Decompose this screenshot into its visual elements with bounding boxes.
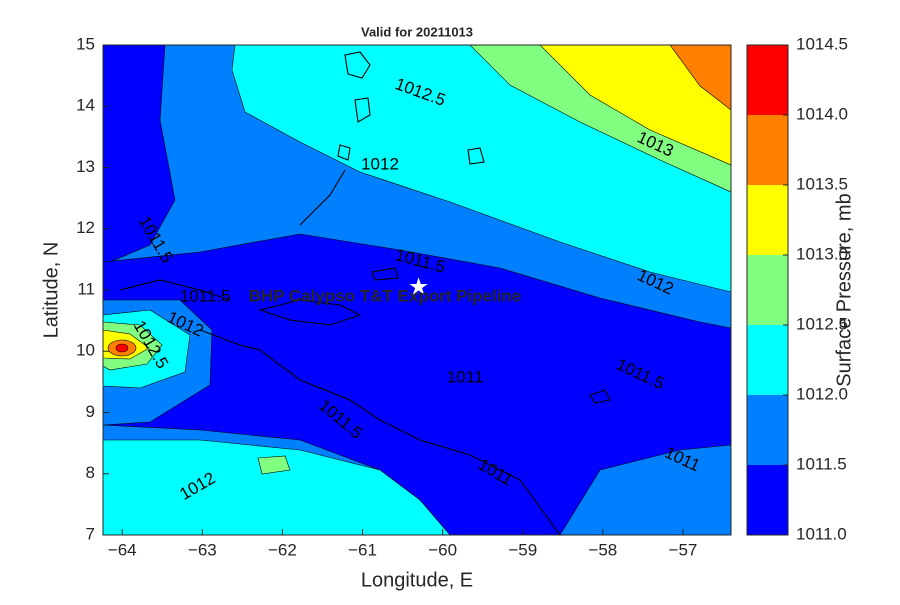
marker-label: BHP Calypso T&T Export Pipeline	[249, 286, 522, 305]
colorbar-box	[746, 44, 789, 536]
site-marker	[409, 277, 428, 295]
colorbar-tick-label: 1011.5	[796, 454, 847, 473]
coastline	[589, 389, 611, 404]
y-tick-label: 13	[76, 157, 95, 176]
pressure-band	[539, 45, 731, 166]
colorbar-tick-label: 1012.5	[796, 314, 848, 333]
coastline	[199, 329, 561, 535]
pressure-band	[115, 343, 129, 353]
pressure-band	[103, 439, 451, 535]
y-tick-label: 7	[86, 524, 95, 543]
coastline	[337, 144, 351, 161]
colorbar-tick-label: 1012.0	[796, 384, 848, 403]
contour-label: 1011.5	[180, 286, 231, 305]
x-tick-label: −64	[108, 540, 137, 559]
pressure-band	[103, 233, 731, 535]
y-axis-label: Latitude, N	[40, 242, 62, 339]
y-tick-label: 10	[76, 341, 95, 360]
y-tick-label: 14	[76, 96, 95, 115]
coastline	[371, 267, 399, 281]
colorbar-tick-label: 1014.5	[796, 34, 848, 53]
colorbar-tick-label: 1013.5	[796, 174, 848, 193]
colorbar-segment	[747, 115, 788, 185]
coastline	[354, 97, 371, 123]
contour-label: 1011	[447, 367, 484, 386]
x-tick-label: −58	[588, 540, 617, 559]
x-tick-label: −59	[508, 540, 537, 559]
x-tick-label: −57	[669, 540, 698, 559]
coastline	[119, 279, 231, 301]
colorbar-label: Surface Pressure, mb	[833, 193, 855, 386]
y-tick-label: 12	[76, 218, 95, 237]
colorbar-segment	[747, 45, 788, 115]
coastline	[258, 299, 362, 326]
x-tick-label: −62	[268, 540, 297, 559]
colorbar-segment	[747, 255, 788, 325]
contour-label: 1012	[361, 154, 399, 173]
x-tick-label: −60	[428, 540, 457, 559]
pressure-band	[257, 455, 291, 475]
coastline	[344, 51, 371, 79]
x-axis-label: Longitude, E	[361, 569, 473, 591]
y-tick-label: 11	[77, 279, 95, 298]
colorbar-segment	[747, 185, 788, 255]
colorbar-tick-label: 1013.0	[796, 244, 848, 263]
colorbar-tick-label: 1011.0	[796, 524, 847, 543]
colorbar-segment	[747, 325, 788, 395]
x-tick-label: −63	[188, 540, 217, 559]
y-tick-label: 15	[76, 34, 95, 53]
chart-title: Valid for 20211013	[361, 24, 473, 39]
pressure-band	[103, 45, 176, 266]
coastline	[299, 169, 346, 226]
coastline	[467, 147, 485, 165]
pressure-band	[669, 45, 731, 111]
colorbar-tick-label: 1014.0	[796, 104, 848, 123]
x-tick-label: −61	[348, 540, 377, 559]
y-tick-label: 9	[86, 402, 95, 421]
colorbar-segment	[747, 465, 788, 535]
colorbar-segment	[747, 395, 788, 465]
y-tick-label: 8	[86, 463, 95, 482]
